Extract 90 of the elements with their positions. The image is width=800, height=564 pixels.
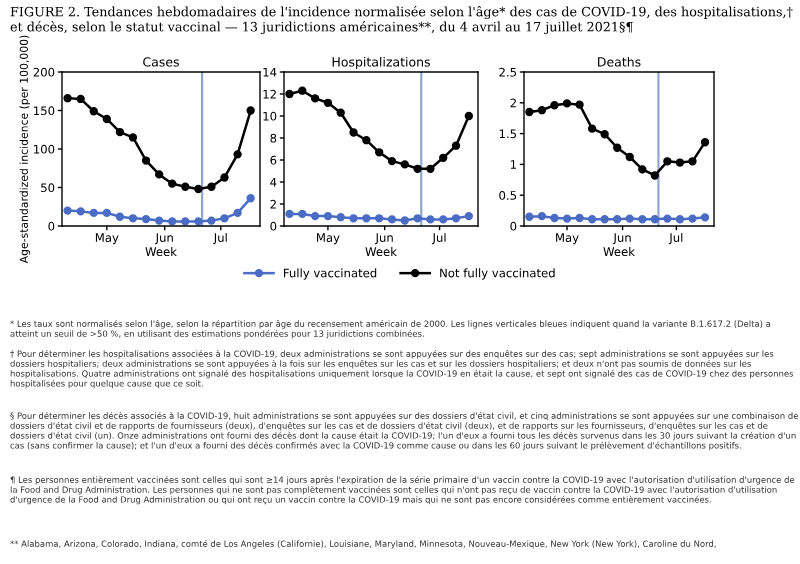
point bbox=[285, 209, 294, 219]
point bbox=[537, 211, 547, 221]
point bbox=[349, 128, 358, 137]
point bbox=[400, 216, 409, 225]
point bbox=[89, 107, 98, 116]
point bbox=[400, 160, 409, 169]
point bbox=[115, 127, 125, 137]
point bbox=[663, 214, 672, 223]
point bbox=[298, 86, 307, 95]
point bbox=[246, 194, 255, 203]
point bbox=[168, 179, 177, 188]
point bbox=[550, 101, 559, 110]
point bbox=[613, 215, 622, 224]
point bbox=[207, 216, 216, 225]
point bbox=[233, 150, 242, 159]
point bbox=[650, 215, 660, 224]
point bbox=[625, 214, 634, 223]
point bbox=[181, 182, 190, 191]
point bbox=[362, 214, 371, 223]
point bbox=[387, 156, 397, 166]
point bbox=[464, 211, 474, 221]
point bbox=[387, 215, 397, 224]
point bbox=[128, 214, 138, 223]
point bbox=[323, 211, 333, 221]
point bbox=[102, 114, 111, 124]
point bbox=[310, 94, 320, 103]
point bbox=[246, 106, 255, 115]
point bbox=[426, 215, 435, 224]
point bbox=[349, 214, 358, 223]
point bbox=[688, 157, 697, 166]
point bbox=[310, 211, 320, 221]
point bbox=[587, 124, 597, 133]
point bbox=[537, 106, 547, 115]
point bbox=[375, 148, 384, 157]
point bbox=[115, 212, 125, 221]
point bbox=[207, 182, 216, 191]
point bbox=[550, 213, 559, 223]
point bbox=[336, 213, 345, 222]
point bbox=[323, 98, 333, 107]
point bbox=[285, 89, 294, 99]
point bbox=[141, 214, 151, 224]
point bbox=[700, 138, 710, 147]
point bbox=[675, 215, 685, 224]
point bbox=[154, 216, 164, 225]
point bbox=[663, 157, 672, 166]
point bbox=[675, 158, 685, 167]
point bbox=[650, 171, 660, 180]
point bbox=[141, 156, 151, 165]
point bbox=[194, 217, 203, 226]
point bbox=[63, 94, 72, 103]
point bbox=[613, 143, 622, 152]
point bbox=[413, 214, 422, 223]
point bbox=[688, 214, 697, 223]
point bbox=[525, 212, 534, 221]
point bbox=[128, 133, 138, 142]
point bbox=[439, 215, 448, 224]
point bbox=[76, 207, 85, 216]
point bbox=[63, 206, 72, 215]
point bbox=[575, 213, 584, 223]
point bbox=[625, 152, 634, 162]
point bbox=[362, 136, 371, 145]
point bbox=[439, 153, 448, 162]
point bbox=[562, 214, 572, 223]
point bbox=[233, 208, 242, 218]
point bbox=[587, 215, 597, 224]
point bbox=[336, 108, 345, 117]
point bbox=[464, 111, 474, 121]
point bbox=[168, 217, 177, 226]
point bbox=[700, 213, 710, 222]
point bbox=[181, 217, 190, 226]
point bbox=[375, 214, 384, 223]
point bbox=[600, 215, 609, 224]
point bbox=[413, 164, 422, 173]
point bbox=[525, 107, 534, 117]
point bbox=[638, 215, 647, 224]
point bbox=[562, 99, 572, 108]
point bbox=[76, 94, 85, 104]
point bbox=[154, 170, 164, 179]
point bbox=[426, 164, 435, 173]
point bbox=[194, 184, 203, 194]
point bbox=[298, 209, 307, 219]
point bbox=[575, 100, 584, 109]
point bbox=[451, 214, 461, 223]
point bbox=[220, 173, 229, 182]
point bbox=[451, 141, 461, 150]
point bbox=[89, 208, 98, 218]
point bbox=[638, 165, 647, 174]
point bbox=[102, 208, 111, 218]
point bbox=[600, 130, 609, 139]
point bbox=[220, 214, 229, 223]
